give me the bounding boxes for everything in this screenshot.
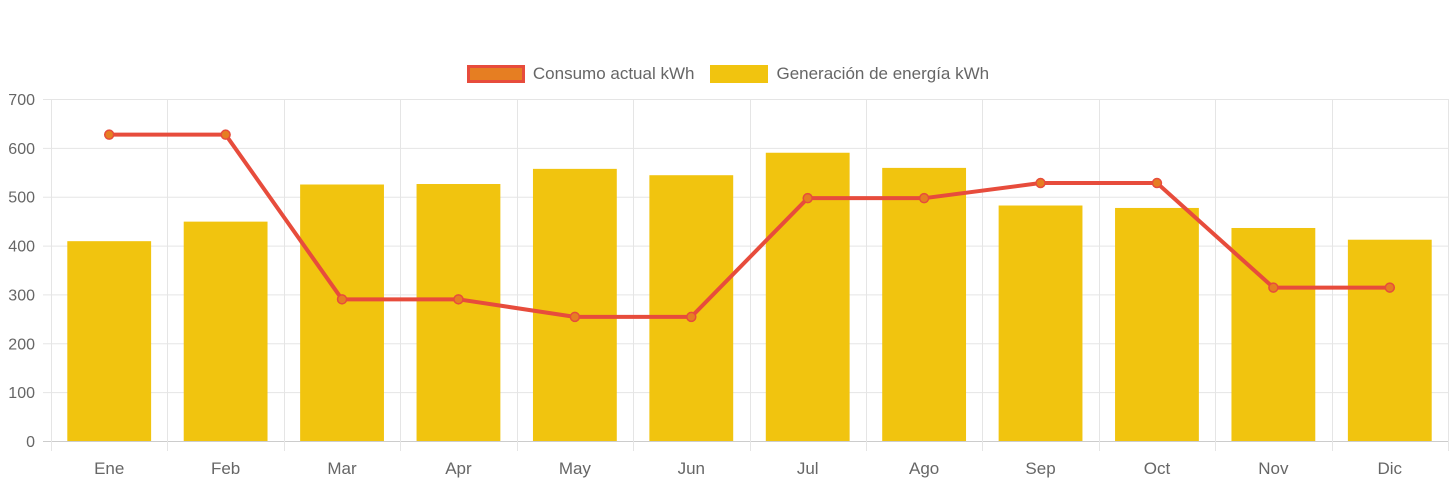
bar-generacion: [1115, 207, 1199, 441]
x-tick-label: Dic: [1378, 459, 1403, 478]
point-consumo: [220, 129, 231, 140]
y-tick-label: 0: [26, 434, 35, 451]
x-tick-label: May: [559, 459, 592, 478]
bar-generacion: [300, 184, 384, 441]
bar-generacion: [183, 221, 268, 441]
bar-generacion: [67, 241, 152, 441]
point-consumo: [1384, 282, 1396, 293]
point-consumo: [103, 129, 115, 140]
bar-generacion: [532, 168, 617, 441]
legend-swatch-generacion: [710, 65, 769, 83]
legend-label-consumo: Consumo actual kWh: [532, 64, 695, 83]
legend-label-generacion: Generación de energía kWh: [776, 64, 990, 83]
point-consumo: [453, 294, 464, 305]
legend-swatch-consumo: [466, 65, 525, 83]
point-consumo: [569, 311, 581, 323]
x-tick-label: Mar: [327, 459, 357, 478]
bar-generacion: [882, 167, 967, 442]
y-tick-label: 200: [8, 336, 35, 353]
x-tick-label: Nov: [1258, 459, 1289, 478]
bar-generacion: [416, 184, 501, 442]
point-consumo: [918, 192, 930, 204]
x-tick-label: Jun: [678, 459, 705, 478]
x-tick-label: Ene: [94, 459, 124, 478]
y-tick-label: 700: [8, 92, 35, 109]
point-consumo: [336, 294, 348, 305]
legend-item-generacion[interactable]: Generación de energía kWh: [710, 64, 989, 84]
point-consumo: [1035, 177, 1046, 189]
y-tick-label: 300: [8, 287, 35, 304]
x-tick-label: Oct: [1144, 459, 1171, 478]
x-tick-label: Sep: [1025, 459, 1055, 478]
bar-generacion: [649, 175, 734, 441]
bar-generacion: [998, 205, 1083, 441]
x-tick-label: Ago: [909, 459, 939, 478]
point-consumo: [1268, 282, 1279, 293]
x-tick-label: Feb: [211, 459, 240, 478]
line-consumo: [107, 132, 1392, 319]
bar-generacion: [1347, 239, 1432, 441]
point-consumo: [802, 192, 813, 204]
y-tick-label: 600: [8, 141, 35, 158]
y-tick-label: 100: [8, 385, 35, 402]
x-tick-label: Jul: [797, 459, 819, 478]
legend-item-consumo[interactable]: Consumo actual kWh: [466, 64, 695, 84]
point-consumo: [686, 311, 697, 323]
chart-legend: Consumo actual kWh Generación de energía…: [0, 64, 1456, 84]
x-tick-label: Apr: [445, 459, 472, 478]
y-tick-label: 500: [8, 190, 35, 207]
y-tick-label: 400: [8, 239, 35, 256]
point-consumo: [1151, 177, 1163, 189]
